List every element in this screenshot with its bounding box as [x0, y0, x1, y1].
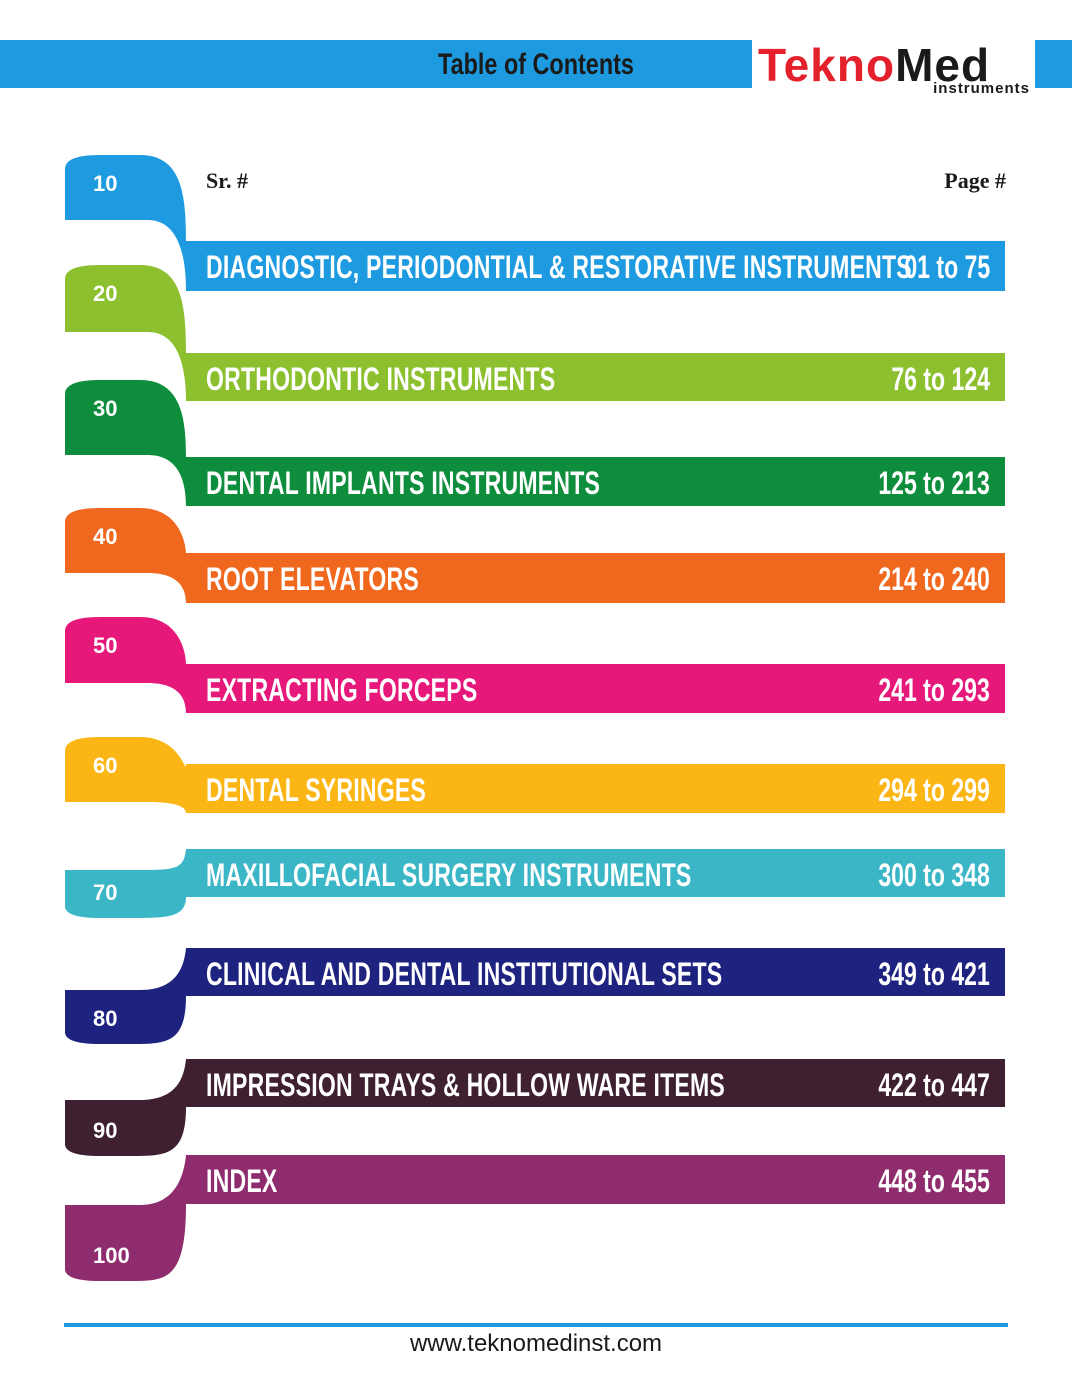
- serial-number: 30: [93, 396, 118, 421]
- footer-divider: [64, 1323, 1008, 1327]
- header-bar-accent: [1035, 40, 1072, 88]
- section-title[interactable]: INDEX: [206, 1163, 278, 1199]
- page-title: Table of Contents: [438, 48, 634, 81]
- page-range: 300 to 348: [878, 857, 990, 893]
- toc-ribbon-90: [65, 1059, 1005, 1156]
- section-title[interactable]: DENTAL IMPLANTS INSTRUMENTS: [206, 465, 601, 501]
- serial-number: 10: [93, 171, 118, 196]
- page-range: 241 to 293: [878, 672, 990, 708]
- brand-logo: TeknoMed instruments: [758, 39, 1034, 97]
- header-bar: [0, 40, 752, 88]
- logo-brand-part1: Tekno: [758, 39, 896, 91]
- serial-number: 70: [93, 880, 118, 905]
- section-title[interactable]: ROOT ELEVATORS: [206, 561, 419, 597]
- serial-number: 50: [93, 633, 118, 658]
- serial-number: 60: [93, 753, 118, 778]
- page-range: 294 to 299: [878, 772, 990, 808]
- toc-ribbon-100: [65, 1155, 1005, 1281]
- serial-number: 20: [93, 281, 118, 306]
- section-title[interactable]: EXTRACTING FORCEPS: [206, 672, 478, 708]
- page-range: 214 to 240: [878, 561, 990, 597]
- section-title[interactable]: ORTHODONTIC INSTRUMENTS: [206, 361, 556, 397]
- page-range: 422 to 447: [878, 1067, 990, 1103]
- serial-number: 100: [93, 1243, 130, 1268]
- section-title[interactable]: DIAGNOSTIC, PERIODONTIAL & RESTORATIVE I…: [206, 249, 912, 285]
- toc-ribbon-60: [65, 737, 1005, 813]
- toc-ribbon-10: [65, 155, 1005, 291]
- toc-ribbon-30: [65, 380, 1005, 506]
- page-range: 125 to 213: [878, 465, 990, 501]
- section-title[interactable]: CLINICAL AND DENTAL INSTITUTIONAL SETS: [206, 956, 723, 992]
- page-range: 01 to 75: [904, 249, 990, 285]
- serial-number: 40: [93, 524, 118, 549]
- toc-ribbon-20: [65, 265, 1005, 401]
- section-title[interactable]: IMPRESSION TRAYS & HOLLOW WARE ITEMS: [206, 1067, 725, 1103]
- logo-subtitle: instruments: [933, 80, 1030, 97]
- toc-ribbon-70: [65, 849, 1005, 918]
- section-title[interactable]: DENTAL SYRINGES: [206, 772, 427, 808]
- serial-number: 90: [93, 1118, 118, 1143]
- serial-number: 80: [93, 1006, 118, 1031]
- page-column-header: Page #: [944, 168, 1006, 193]
- toc-ribbon-80: [65, 948, 1005, 1044]
- footer-url[interactable]: www.teknomedinst.com: [409, 1330, 663, 1357]
- toc-ribbon-40: [65, 508, 1005, 603]
- page-range: 76 to 124: [891, 361, 990, 397]
- section-title[interactable]: MAXILLOFACIAL SURGERY INSTRUMENTS: [206, 857, 692, 893]
- page-range: 349 to 421: [878, 956, 990, 992]
- page-range: 448 to 455: [878, 1163, 990, 1199]
- serial-column-header: Sr. #: [206, 168, 248, 193]
- logo-brand-part2: Med: [895, 39, 991, 91]
- toc-ribbon-50: [65, 617, 1005, 713]
